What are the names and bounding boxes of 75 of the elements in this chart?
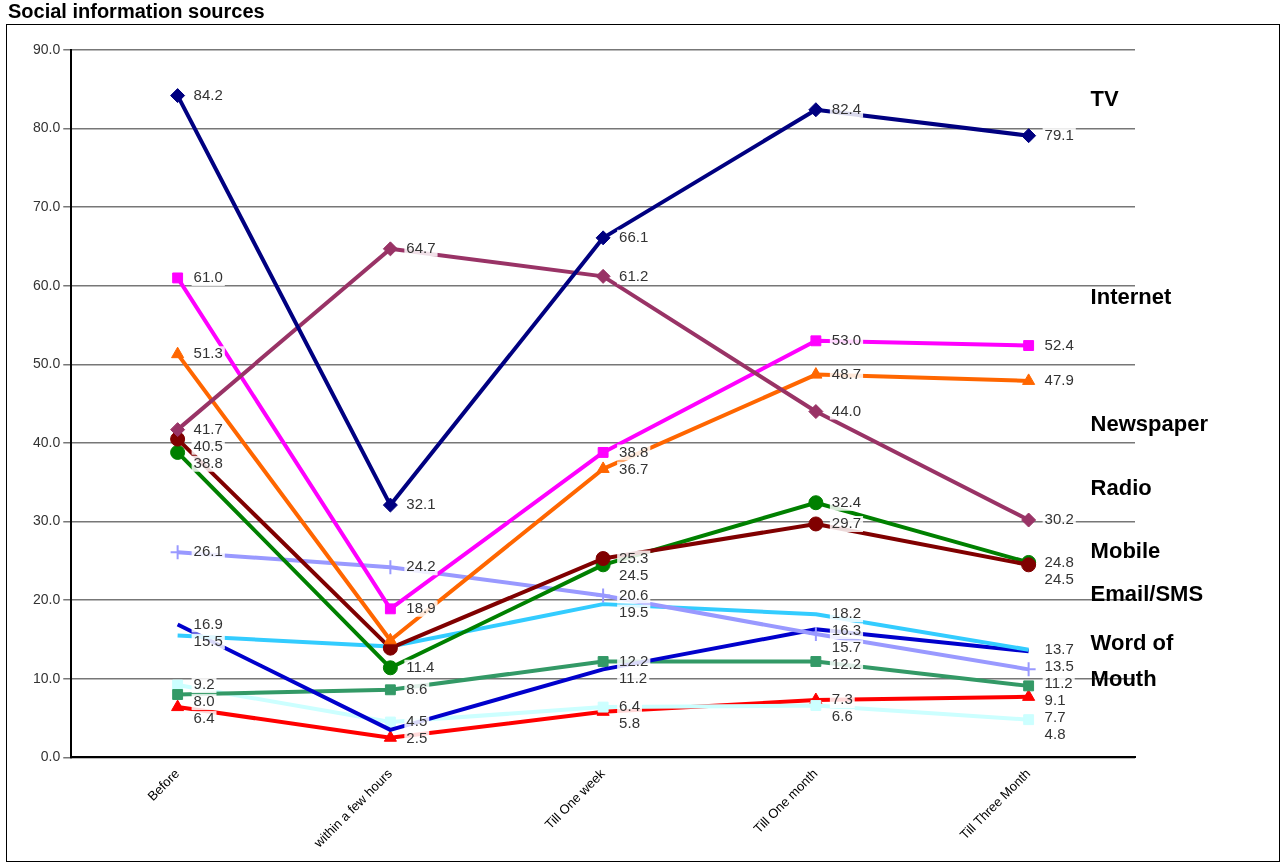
data-label: 9.1 [1044, 690, 1066, 708]
data-label: 38.8 [619, 442, 649, 460]
data-label: 30.2 [1044, 510, 1074, 528]
data-label: 13.5 [1044, 656, 1074, 674]
data-label: 15.5 [193, 631, 223, 649]
y-tick-label: 30.0 [33, 512, 61, 529]
data-label: 84.2 [193, 85, 223, 103]
annotation: Internet [1090, 283, 1172, 309]
y-tick-label: 70.0 [33, 198, 61, 215]
data-label: 18.2 [831, 604, 862, 622]
data-label: 2.5 [406, 729, 428, 747]
annotation: Radio [1090, 474, 1152, 500]
data-label: 6.4 [193, 709, 215, 727]
data-label: 36.7 [619, 459, 649, 477]
data-label: 24.8 [1044, 552, 1074, 570]
data-label: 64.7 [406, 239, 436, 256]
data-label: 61.2 [619, 266, 649, 284]
data-label: 24.5 [619, 565, 649, 583]
data-label: 11.4 [406, 657, 435, 675]
annotation: Newspaper [1090, 410, 1209, 436]
y-tick-label: 40.0 [33, 433, 61, 450]
data-label: 82.4 [831, 99, 862, 117]
annotation: TV [1090, 85, 1120, 111]
data-label: 5.8 [619, 714, 640, 732]
data-label: 41.7 [193, 419, 223, 437]
data-label: 66.1 [619, 227, 649, 245]
y-tick-label: 10.0 [33, 669, 61, 686]
data-label: 29.7 [831, 514, 862, 532]
data-label: 11.2 [1044, 673, 1073, 691]
data-label: 19.5 [619, 602, 649, 620]
annotation: Word of [1090, 630, 1174, 656]
annotation: Mouth [1090, 665, 1157, 691]
data-label: 20.6 [619, 585, 649, 603]
data-label: 7.7 [1044, 707, 1066, 725]
data-label: 53.0 [831, 330, 862, 348]
data-label: 4.5 [406, 712, 428, 730]
data-label: 11.2 [619, 668, 648, 686]
y-tick-label: 0.0 [40, 748, 61, 765]
data-label: 38.8 [193, 453, 223, 471]
data-label: 18.9 [406, 598, 436, 616]
y-tick-label: 60.0 [33, 276, 61, 293]
data-label: 16.3 [831, 621, 862, 639]
data-label: 12.2 [619, 651, 649, 669]
y-tick-label: 90.0 [33, 40, 61, 57]
data-label: 7.3 [831, 690, 853, 708]
data-label: 8.6 [406, 679, 428, 697]
data-label: 8.0 [193, 692, 215, 710]
data-label: 44.0 [831, 401, 862, 419]
data-label: 26.1 [193, 542, 223, 560]
data-label: 40.5 [193, 436, 223, 454]
data-label: 79.1 [1044, 125, 1074, 143]
annotation: Email/SMS [1090, 580, 1204, 606]
y-tick-label: 20.0 [33, 591, 61, 608]
data-label: 61.0 [193, 268, 223, 286]
data-label: 16.9 [193, 614, 223, 632]
data-label: 51.3 [193, 344, 223, 362]
data-label: 4.8 [1044, 724, 1066, 742]
data-label: 15.7 [831, 638, 862, 656]
data-label: 24.5 [1044, 569, 1074, 587]
data-label: 6.6 [831, 707, 853, 725]
data-label: 47.9 [1044, 371, 1074, 389]
data-label: 9.2 [193, 675, 215, 693]
data-label: 12.2 [831, 655, 862, 673]
data-label: 32.1 [406, 495, 436, 513]
y-tick-label: 80.0 [33, 119, 61, 136]
data-label: 52.4 [1044, 335, 1074, 353]
data-label: 13.7 [1044, 639, 1074, 657]
data-label: 32.4 [831, 492, 862, 510]
data-label: 24.2 [406, 557, 436, 575]
chart-title: Social information sources [8, 0, 265, 23]
annotation: Mobile [1090, 538, 1161, 564]
data-label: 25.3 [619, 548, 649, 566]
data-label: 6.4 [619, 697, 640, 715]
y-tick-label: 50.0 [33, 355, 61, 372]
data-label: 48.7 [831, 364, 862, 382]
